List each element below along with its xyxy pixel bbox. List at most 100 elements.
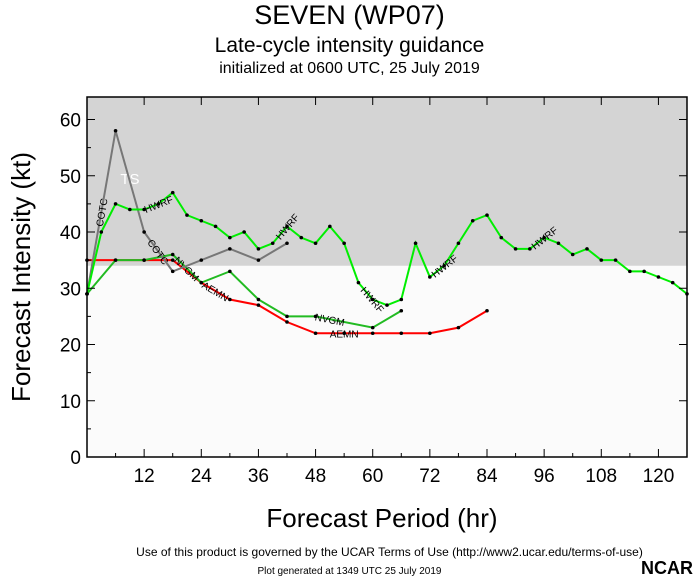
- data-point: [342, 241, 346, 246]
- y-tick-label: 60: [60, 111, 81, 132]
- data-point: [456, 325, 461, 330]
- data-point: [228, 297, 232, 302]
- data-point: [370, 325, 375, 330]
- x-tick-label: 60: [362, 466, 383, 487]
- data-point: [199, 280, 204, 285]
- data-point: [156, 202, 161, 206]
- data-point: [370, 297, 375, 302]
- data-point: [170, 269, 175, 274]
- y-tick-label: 30: [60, 279, 81, 300]
- series-line-cotc: [86, 130, 288, 295]
- data-point: [513, 247, 518, 251]
- data-point: [428, 275, 432, 279]
- x-tick-label: 120: [643, 466, 675, 487]
- data-point: [113, 202, 118, 206]
- data-point: [285, 241, 289, 246]
- y-axis-label: Forecast Intensity (kt): [6, 152, 36, 402]
- data-point: [170, 252, 175, 257]
- data-point: [485, 308, 489, 313]
- x-tick-label: 84: [476, 466, 498, 487]
- data-point: [256, 297, 261, 302]
- x-axis-label: Forecast Period (hr): [266, 503, 497, 533]
- data-point: [599, 258, 604, 262]
- data-point: [256, 247, 261, 251]
- data-point: [313, 331, 318, 336]
- data-point: [328, 224, 332, 229]
- data-point: [170, 258, 175, 262]
- ts-region: [87, 97, 687, 266]
- x-tick-label: 72: [419, 466, 440, 487]
- terms-of-use: Use of this product is governed by the U…: [136, 545, 643, 559]
- data-point: [642, 269, 646, 274]
- data-point: [342, 331, 346, 336]
- data-point: [399, 308, 404, 313]
- data-point: [499, 235, 504, 240]
- y-tick-label: 40: [60, 223, 81, 244]
- data-point: [299, 235, 304, 240]
- data-point: [442, 263, 446, 268]
- data-point: [613, 258, 618, 262]
- data-point: [428, 331, 432, 336]
- chart-subtitle: Late-cycle intensity guidance: [214, 34, 485, 57]
- data-point: [113, 128, 118, 133]
- data-point: [228, 247, 232, 251]
- plot-frame: [86, 96, 688, 458]
- data-point: [185, 213, 189, 217]
- data-point: [170, 190, 175, 195]
- chart-title: SEVEN (WP07): [254, 0, 445, 30]
- data-point: [128, 207, 132, 212]
- data-point: [399, 297, 404, 302]
- data-point: [413, 241, 418, 246]
- x-tick-label: 36: [248, 466, 269, 487]
- data-point: [256, 258, 261, 262]
- data-point: [270, 241, 275, 246]
- data-point: [370, 331, 375, 336]
- data-point: [528, 247, 532, 251]
- data-point: [570, 252, 575, 257]
- data-point: [656, 275, 661, 279]
- data-point: [356, 280, 361, 285]
- data-point: [313, 314, 318, 319]
- data-point: [142, 258, 146, 262]
- data-point: [213, 224, 218, 229]
- generated-time: Plot generated at 1349 UTC 25 July 2019: [257, 566, 442, 577]
- x-tick-label: 24: [191, 466, 213, 487]
- data-point: [256, 303, 261, 307]
- data-point: [385, 303, 389, 307]
- data-point: [142, 207, 146, 212]
- y-tick-label: 50: [60, 167, 81, 188]
- y-tick-label: 10: [60, 392, 81, 413]
- data-point: [285, 320, 289, 324]
- data-point: [142, 230, 146, 234]
- data-point: [285, 224, 289, 229]
- data-point: [670, 280, 675, 285]
- x-tick-label: 12: [134, 466, 155, 487]
- ncar-logo: NCAR: [641, 558, 693, 578]
- data-point: [456, 241, 461, 246]
- data-point: [470, 218, 475, 223]
- x-tick-label: 108: [585, 466, 617, 487]
- y-tick-label: 0: [70, 448, 81, 469]
- data-point: [313, 241, 318, 246]
- init-time: initialized at 0600 UTC, 25 July 2019: [219, 60, 480, 77]
- data-point: [485, 213, 489, 217]
- series-label: AEMN: [330, 329, 359, 340]
- data-point: [199, 218, 204, 223]
- y-tick-label: 20: [60, 336, 81, 357]
- data-point: [399, 331, 404, 336]
- data-point: [556, 241, 561, 246]
- data-point: [228, 235, 232, 240]
- data-point: [99, 230, 104, 234]
- data-point: [542, 235, 546, 240]
- data-point: [628, 269, 632, 274]
- data-point: [585, 247, 589, 251]
- data-point: [228, 269, 232, 274]
- x-tick-label: 96: [534, 466, 555, 487]
- data-point: [199, 258, 204, 262]
- data-point: [113, 258, 118, 262]
- x-tick-label: 48: [305, 466, 326, 487]
- data-point: [285, 314, 289, 319]
- data-point: [242, 230, 246, 234]
